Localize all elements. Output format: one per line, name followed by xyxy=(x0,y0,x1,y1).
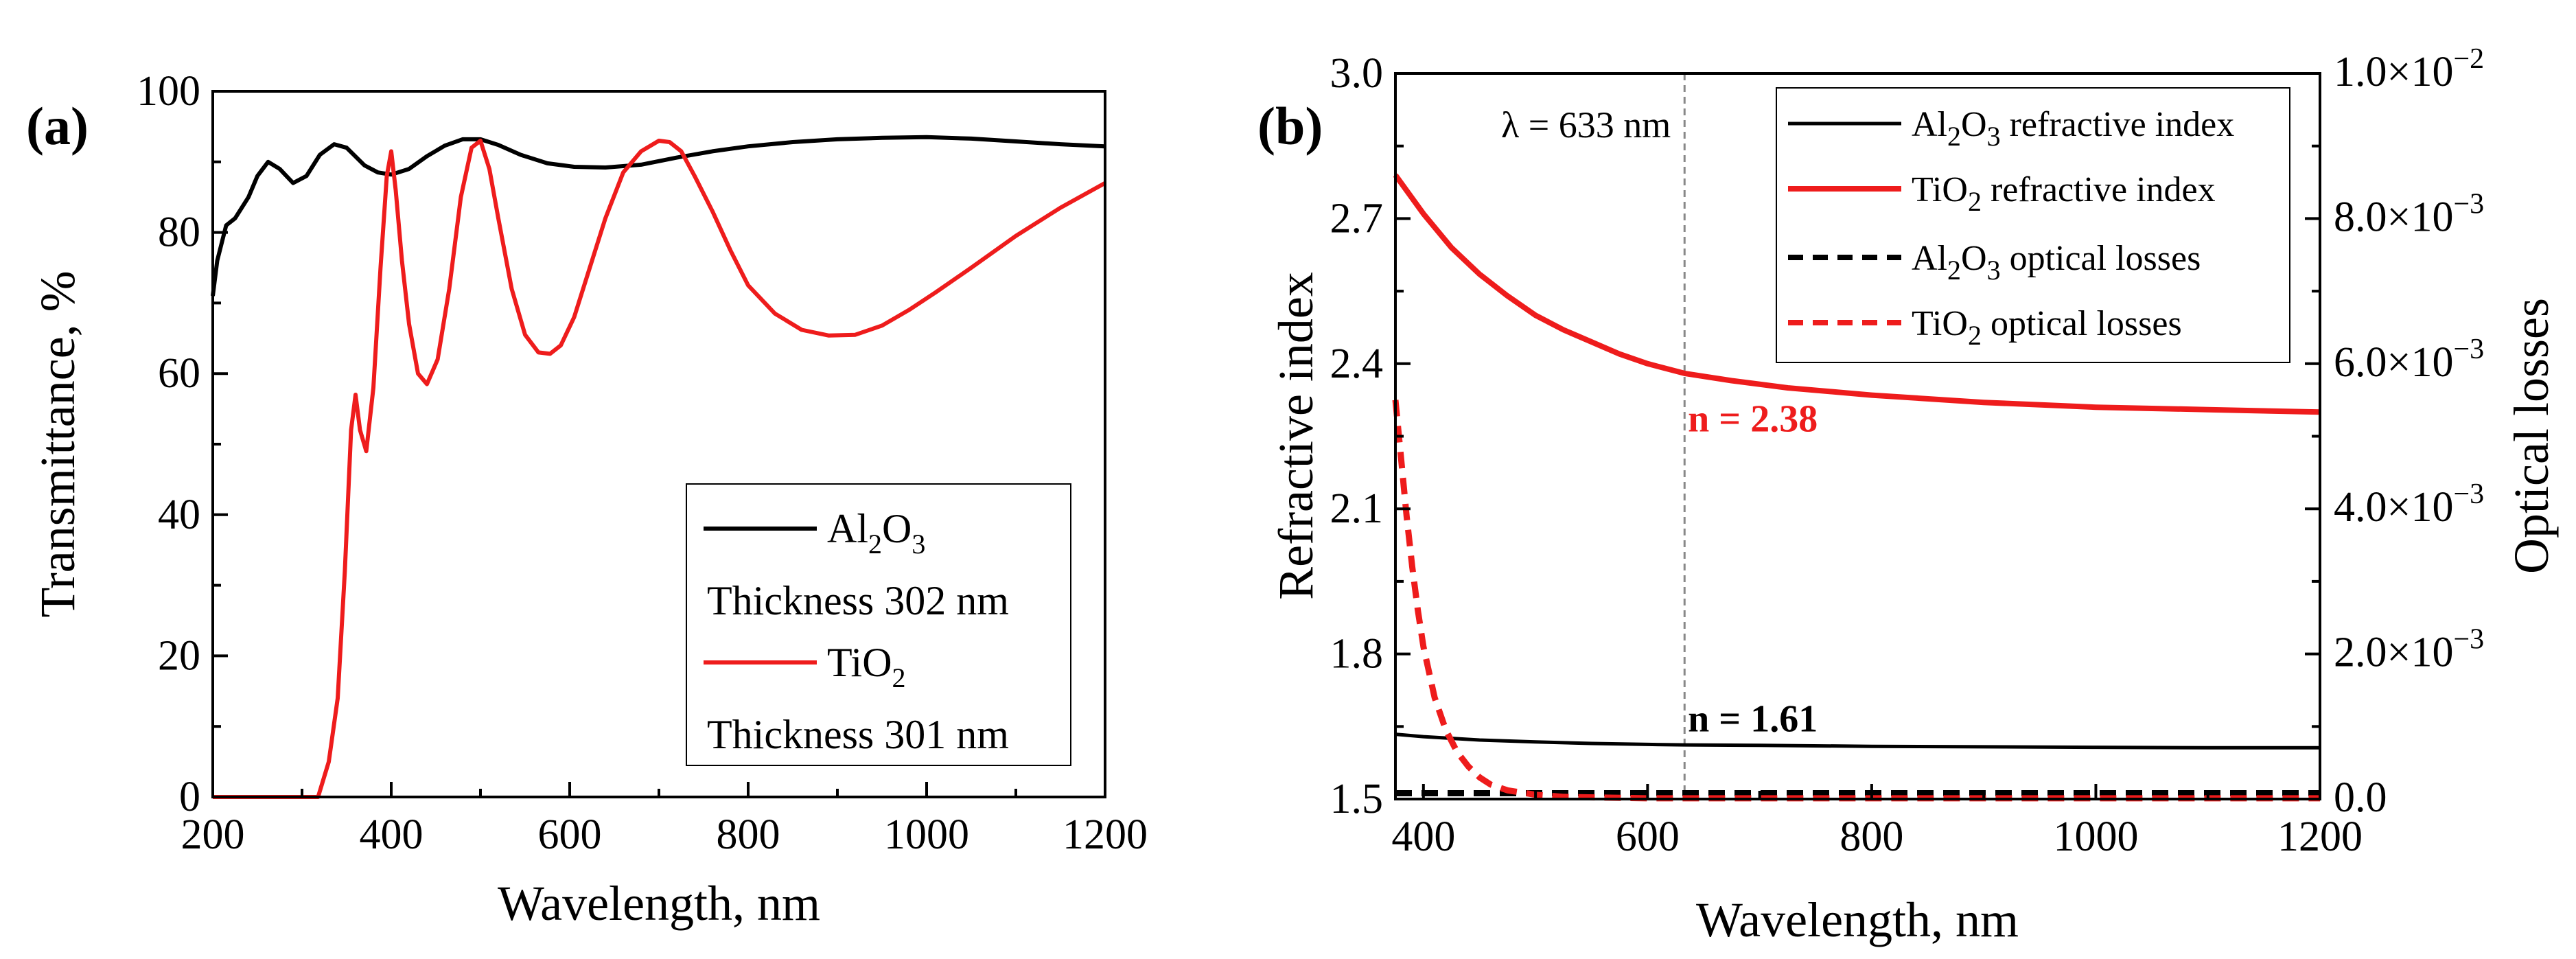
y-tick-label: 2.1 xyxy=(1330,485,1384,532)
x-tick-label: 600 xyxy=(538,811,602,858)
panel-a-y-axis-label: Transmittance, % xyxy=(30,270,85,617)
y-tick-label: 40 xyxy=(158,492,200,538)
y-right-tick-label: 1.0×10−2 xyxy=(2334,43,2484,95)
x-tick-label: 200 xyxy=(181,811,245,858)
panel-a-x-axis-label: Wavelength, nm xyxy=(498,876,820,931)
y-right-tick-label: 2.0×10−3 xyxy=(2334,624,2484,676)
x-tick-label: 800 xyxy=(1840,813,1903,860)
legend-label-al2o3: Al2O3 xyxy=(827,506,925,559)
annotation-n-2-38: n = 2.38 xyxy=(1688,397,1818,440)
panel-b: (b) 400 600 800 1000 1200 1.5 1.8 2.1 2.4 2.7 3.0 0… xyxy=(1257,43,2559,947)
y-right-tick-label: 6.0×10−3 xyxy=(2334,334,2484,386)
panel-b-y-axis-label-left: Refractive index xyxy=(1268,272,1323,600)
panel-a-label: (a) xyxy=(26,96,89,156)
panel-a: (a) 200 400 600 800 1000 1200 0 20 40 60 80 100 Wav… xyxy=(26,68,1148,931)
x-tick-label: 600 xyxy=(1616,813,1680,860)
panel-b-legend-frame xyxy=(1776,87,2290,363)
series-line-al2o3-refractive-index xyxy=(1395,732,2320,750)
y-tick-label: 20 xyxy=(158,632,200,679)
y-right-tick-label: 4.0×10−3 xyxy=(2334,478,2484,531)
series-line-tio2 xyxy=(213,139,1106,799)
y-tick-label: 3.0 xyxy=(1330,50,1384,97)
panel-b-y-axis-label-right: Optical losses xyxy=(2504,298,2559,574)
y-right-tick-label: 8.0×10−3 xyxy=(2334,188,2484,240)
series-line-tio2-refractive-index xyxy=(1393,173,2321,415)
y-tick-label: 100 xyxy=(137,68,200,115)
x-tick-label: 1200 xyxy=(2277,813,2363,860)
legend-label-tio2-index: TiO2 refractive index xyxy=(1912,170,2216,217)
legend-label-tio2: TiO2 xyxy=(827,640,906,693)
y-tick-label: 0 xyxy=(179,774,200,820)
y-tick-label: 60 xyxy=(158,350,200,397)
panel-b-x-axis-label: Wavelength, nm xyxy=(1696,892,2019,947)
x-tick-label: 1000 xyxy=(2053,813,2138,860)
legend-label-al2o3-index: Al2O3 refractive index xyxy=(1912,105,2234,152)
panel-b-legend: Al2O3 refractive index TiO2 refractive i… xyxy=(1776,87,2290,363)
y-tick-label: 80 xyxy=(158,209,200,256)
legend-note-al2o3: Thickness 302 nm xyxy=(707,578,1009,623)
y-tick-label: 1.8 xyxy=(1330,631,1384,678)
legend-note-tio2: Thickness 301 nm xyxy=(707,712,1009,757)
x-tick-label: 1200 xyxy=(1063,811,1148,858)
x-tick-label: 800 xyxy=(717,811,780,858)
reference-line-label: λ = 633 nm xyxy=(1501,104,1671,146)
y-tick-label: 2.7 xyxy=(1330,195,1384,242)
panel-a-legend: Al2O3 Thickness 302 nm TiO2 Thickness 30… xyxy=(686,483,1071,766)
annotation-n-1-61: n = 1.61 xyxy=(1688,697,1818,740)
y-tick-label: 1.5 xyxy=(1330,776,1384,822)
x-tick-label: 400 xyxy=(360,811,423,858)
y-tick-label: 2.4 xyxy=(1330,340,1384,387)
series-line-al2o3 xyxy=(211,135,1106,297)
legend-label-tio2-losses: TiO2 optical losses xyxy=(1912,304,2182,351)
panel-a-legend-frame xyxy=(686,483,1071,766)
x-tick-label: 1000 xyxy=(884,811,969,858)
panel-b-label: (b) xyxy=(1257,96,1323,156)
series-line-tio2-optical-losses xyxy=(1392,400,2320,802)
legend-label-al2o3-losses: Al2O3 optical losses xyxy=(1912,239,2201,286)
y-right-tick-label: 0.0 xyxy=(2334,774,2387,821)
x-tick-label: 400 xyxy=(1391,813,1455,860)
